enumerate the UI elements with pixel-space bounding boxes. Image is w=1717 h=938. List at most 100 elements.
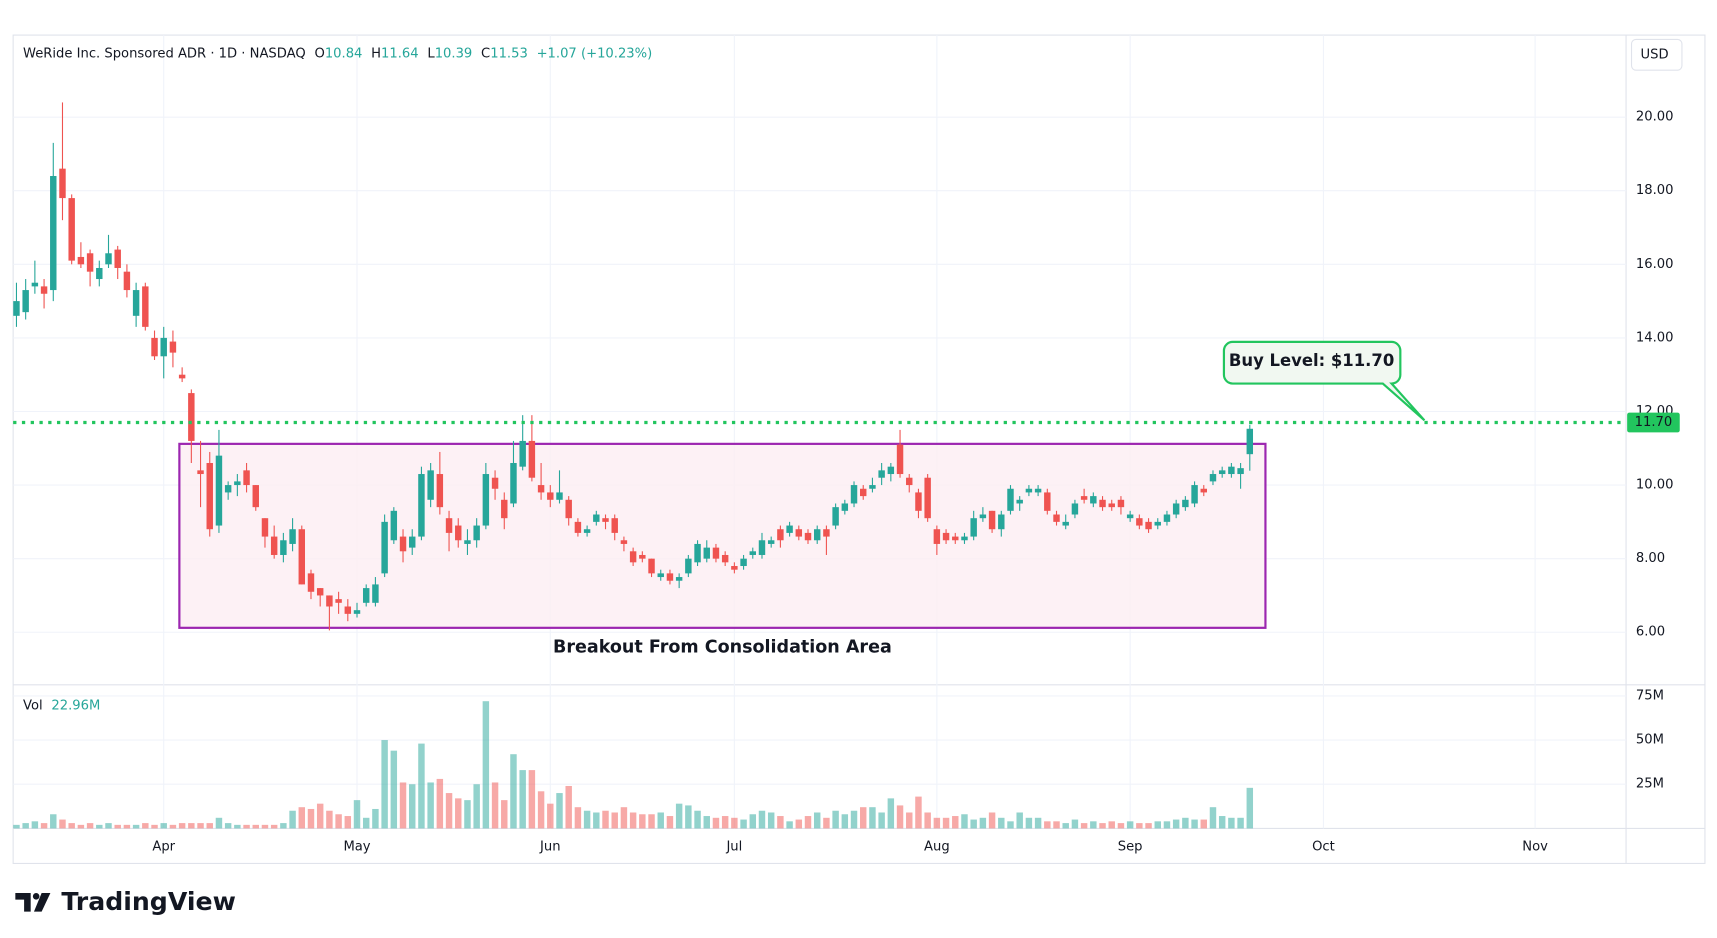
candle-body [1108, 503, 1115, 508]
volume-bar [988, 812, 996, 829]
volume-bar [1071, 819, 1079, 829]
candle-body [40, 286, 48, 294]
candle-body [915, 492, 922, 511]
candle-body [777, 529, 784, 541]
box-label: Breakout From Consolidation Area [553, 638, 892, 658]
candle-body [712, 547, 720, 559]
candle-body [1218, 470, 1226, 475]
volume-bar [620, 807, 628, 829]
candle-body [620, 540, 628, 544]
candle-body [188, 393, 195, 441]
volume-bar [1099, 823, 1106, 829]
buy-level-axis-box [1627, 412, 1680, 433]
candle-body [924, 477, 931, 519]
candle-body [151, 337, 158, 357]
candle-body [1172, 503, 1180, 515]
candle-body [197, 470, 204, 475]
candle-body [86, 253, 94, 272]
candle-body [648, 558, 655, 574]
volume-bar [666, 816, 674, 829]
candle-body [749, 551, 757, 555]
volume-bar [234, 824, 241, 829]
volume-bar [59, 819, 66, 829]
volume-bar [13, 824, 20, 829]
volume-bar [409, 784, 416, 829]
volume-bar [510, 754, 517, 829]
volume-bar [1246, 787, 1254, 829]
currency-box[interactable] [1630, 38, 1683, 71]
candle-body [1062, 521, 1069, 526]
candle-body [860, 488, 867, 497]
volume-bar [1016, 812, 1023, 829]
volume-bar [1044, 821, 1051, 829]
volume-bar [86, 823, 94, 829]
volume-bar [933, 817, 941, 829]
volume-bar [556, 793, 563, 829]
volume-bar [501, 800, 508, 829]
volume-bar [1126, 821, 1134, 829]
y-tick-label: 16.00 [1636, 257, 1674, 272]
volume-bar [639, 814, 646, 829]
x-tick-label: Jun [539, 840, 561, 855]
volume-bar [823, 817, 830, 829]
v-tick-label: 25M [1636, 777, 1664, 792]
volume-bar [1154, 821, 1161, 829]
candle-body [896, 444, 904, 475]
candle-body [1200, 488, 1207, 493]
candle-body [639, 554, 646, 559]
callout-box [1222, 340, 1426, 422]
volume-bar [528, 770, 536, 829]
candle-body [501, 499, 508, 519]
y-tick-label: 10.00 [1636, 478, 1674, 493]
volume-bar [1182, 817, 1189, 829]
volume-bar [1163, 821, 1171, 829]
x-tick-label: Aug [924, 840, 950, 855]
volume-bar [703, 816, 710, 829]
volume-bar [906, 812, 913, 829]
candle-body [215, 455, 223, 526]
volume-bar [1200, 819, 1207, 829]
candle-body [731, 566, 738, 570]
candle-body [123, 271, 131, 291]
volume-bar [289, 810, 296, 829]
volume-bar [942, 817, 950, 829]
volume-bar [611, 812, 618, 829]
volume-bar [896, 805, 904, 829]
volume-bar [307, 808, 315, 829]
volume-bar [721, 816, 729, 829]
candle-body [59, 168, 66, 199]
volume-bar [142, 823, 149, 829]
candle-body [519, 440, 526, 467]
candle-body [178, 374, 186, 379]
candle-body [1228, 466, 1235, 475]
candle-body [473, 525, 480, 541]
volume-bar [1209, 807, 1217, 829]
volume-bar [961, 814, 968, 829]
volume-bar [749, 814, 757, 829]
volume-bar [1172, 819, 1180, 829]
x-tick-label: May [343, 840, 370, 855]
volume-bar [685, 805, 692, 829]
volume-bar [1145, 823, 1152, 829]
volume-bar [998, 817, 1005, 829]
candle-body [1071, 503, 1079, 515]
volume-bar [1053, 821, 1060, 829]
volume-bar [381, 740, 388, 829]
volume-bar [270, 824, 278, 829]
candle-body [1246, 428, 1254, 455]
volume-bar [952, 816, 959, 829]
candle-body [1099, 499, 1106, 508]
volume-bar [96, 824, 103, 829]
volume-bar [215, 817, 223, 829]
candle-body [1154, 521, 1161, 526]
volume-bar [50, 814, 57, 829]
currency[interactable]: USD [1641, 47, 1669, 62]
volume-bar [583, 810, 591, 829]
candle-body [362, 588, 370, 603]
candle-body [1044, 492, 1051, 511]
candle-body [933, 529, 941, 544]
candle-body [344, 606, 352, 614]
volume-bar [786, 821, 793, 829]
candle-body [464, 540, 471, 544]
candle-body [593, 514, 600, 522]
